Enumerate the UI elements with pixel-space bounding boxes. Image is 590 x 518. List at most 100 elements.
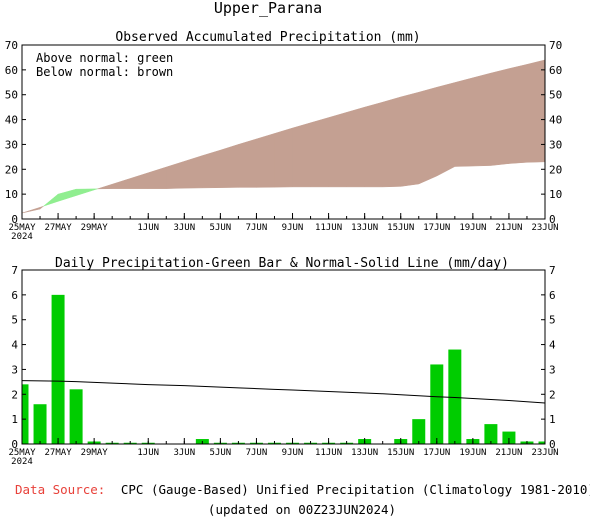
page-title: Upper_Parana — [214, 0, 322, 17]
daily-precip-bar — [538, 441, 545, 444]
accum-xtick-label: 19JUN — [459, 223, 486, 233]
below-normal-area-segment — [256, 133, 275, 188]
accum-xtick-label: 9JUN — [282, 223, 304, 233]
accum-ytick-label-right: 60 — [549, 64, 562, 77]
accumulated-precip-chart: Observed Accumulated Precipitation (mm) … — [5, 30, 563, 242]
accumulated-areas — [21, 59, 546, 214]
accum-xtick-label: 1JUN — [137, 223, 159, 233]
below-normal-area-segment — [400, 91, 420, 187]
accum-ytick-label-right: 10 — [549, 188, 562, 201]
accum-xtick-label: 27MAY — [45, 223, 73, 233]
below-normal-area-segment — [220, 144, 239, 188]
data-source-text: CPC (Gauge-Based) Unified Precipitation … — [121, 482, 590, 497]
below-normal-area-segment — [97, 183, 113, 190]
below-normal-area-segment — [111, 178, 131, 189]
updated-text: (updated on 00Z23JUN2024) — [208, 502, 396, 517]
legend-above-normal: Above normal: green — [36, 51, 173, 65]
daily-xtick-label: 7JUN — [246, 448, 268, 458]
daily-ytick-label-left: 4 — [11, 339, 18, 352]
above-normal-area-segment — [75, 188, 95, 196]
accum-xtick-year-label: 2024 — [11, 232, 33, 242]
daily-bars — [22, 294, 545, 444]
daily-precip-bar — [69, 389, 83, 444]
accum-ytick-label-left: 10 — [5, 188, 18, 201]
daily-xtick-label: 17JUN — [423, 448, 450, 458]
accumulated-chart-title: Observed Accumulated Precipitation (mm) — [115, 30, 420, 45]
daily-ytick-label-right: 7 — [549, 264, 556, 277]
below-normal-area-segment — [184, 155, 203, 189]
accum-ytick-label-right: 0 — [549, 213, 556, 226]
legend-below-normal: Below normal: brown — [36, 65, 173, 79]
below-normal-area-segment — [292, 122, 311, 188]
accum-xtick-label: 15JUN — [387, 223, 414, 233]
below-normal-area-segment — [526, 59, 546, 163]
accum-plot-frame — [21, 44, 546, 220]
daily-precip-bar — [430, 364, 444, 444]
accum-xtick-label: 21JUN — [495, 223, 522, 233]
below-normal-area-segment — [129, 172, 149, 189]
daily-ytick-label-right: 0 — [549, 438, 556, 451]
daily-xtick-label: 29MAY — [81, 448, 109, 458]
daily-precip-bar — [33, 404, 47, 444]
accum-ytick-label-left: 0 — [11, 213, 18, 226]
daily-ytick-label-left: 6 — [11, 289, 18, 302]
daily-ytick-label-left: 0 — [11, 438, 18, 451]
daily-normal-line-group — [21, 380, 546, 404]
daily-xtick-label: 27MAY — [45, 448, 73, 458]
below-normal-area-segment — [310, 117, 329, 188]
daily-precip-bar — [502, 431, 516, 444]
daily-precip-bar — [22, 384, 29, 444]
below-normal-area-segment — [346, 106, 365, 188]
daily-ytick-label-left: 7 — [11, 264, 18, 277]
accum-ytick-label-left: 70 — [5, 39, 18, 52]
accum-xtick-label: 25MAY — [8, 223, 36, 233]
accum-xtick-label: 23JUN — [531, 223, 558, 233]
daily-xtick-label: 25MAY — [8, 448, 36, 458]
below-normal-area-segment — [21, 206, 41, 214]
daily-ytick-label-left: 3 — [11, 363, 18, 376]
below-normal-area-segment — [418, 86, 438, 185]
daily-xtick-year-label: 2024 — [11, 457, 33, 467]
below-normal-area-segment — [328, 112, 347, 188]
daily-xtick-label: 21JUN — [495, 448, 522, 458]
accum-ytick-label-left: 60 — [5, 64, 18, 77]
daily-xtick-label: 23JUN — [531, 448, 558, 458]
daily-xtick-label: 3JUN — [173, 448, 195, 458]
daily-ytick-label-left: 2 — [11, 388, 18, 401]
accum-ytick-label-right: 40 — [549, 114, 562, 127]
accum-xtick-label: 17JUN — [423, 223, 450, 233]
below-normal-area-segment — [39, 205, 44, 210]
daily-xtick-label: 19JUN — [459, 448, 486, 458]
below-normal-area-segment — [147, 166, 167, 189]
accum-ytick-label-left: 30 — [5, 138, 18, 151]
accum-ytick-label-right: 30 — [549, 138, 562, 151]
daily-xtick-label: 13JUN — [351, 448, 378, 458]
daily-normal-line — [21, 380, 546, 404]
below-normal-area-segment — [454, 77, 474, 167]
below-normal-area-segment — [274, 127, 293, 188]
daily-ytick-label-right: 5 — [549, 314, 556, 327]
accum-xtick-label: 7JUN — [246, 223, 268, 233]
daily-xtick-label: 5JUN — [210, 448, 232, 458]
below-normal-area-segment — [382, 96, 401, 188]
below-normal-area-segment — [166, 160, 185, 189]
below-normal-area-segment — [490, 68, 510, 166]
below-normal-area-segment — [202, 149, 221, 189]
daily-precip-chart: Daily Precipitation-Green Bar & Normal-S… — [8, 256, 558, 467]
daily-precip-bar — [412, 419, 426, 444]
daily-ytick-label-left: 5 — [11, 314, 18, 327]
accum-xtick-label: 5JUN — [210, 223, 232, 233]
daily-precip-bar — [51, 294, 65, 444]
accum-xtick-label: 3JUN — [173, 223, 195, 233]
daily-ytick-label-right: 3 — [549, 363, 556, 376]
above-normal-area-segment — [43, 193, 59, 207]
accum-xtick-label: 29MAY — [81, 223, 109, 233]
daily-ytick-label-right: 4 — [549, 339, 556, 352]
daily-precip-bar — [448, 349, 462, 444]
daily-xtick-label: 11JUN — [315, 448, 342, 458]
accum-ytick-label-left: 20 — [5, 163, 18, 176]
accum-ytick-label-right: 20 — [549, 163, 562, 176]
daily-ytick-label-right: 6 — [549, 289, 556, 302]
